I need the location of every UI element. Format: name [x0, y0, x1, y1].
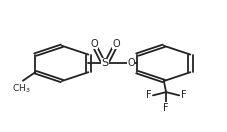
Text: O: O — [111, 39, 119, 49]
Text: F: F — [180, 90, 186, 100]
Text: O: O — [127, 58, 134, 68]
Text: F: F — [163, 103, 168, 113]
Text: CH$_3$: CH$_3$ — [12, 82, 31, 95]
Text: O: O — [90, 39, 97, 49]
Text: S: S — [101, 58, 108, 68]
Text: F: F — [145, 90, 151, 100]
